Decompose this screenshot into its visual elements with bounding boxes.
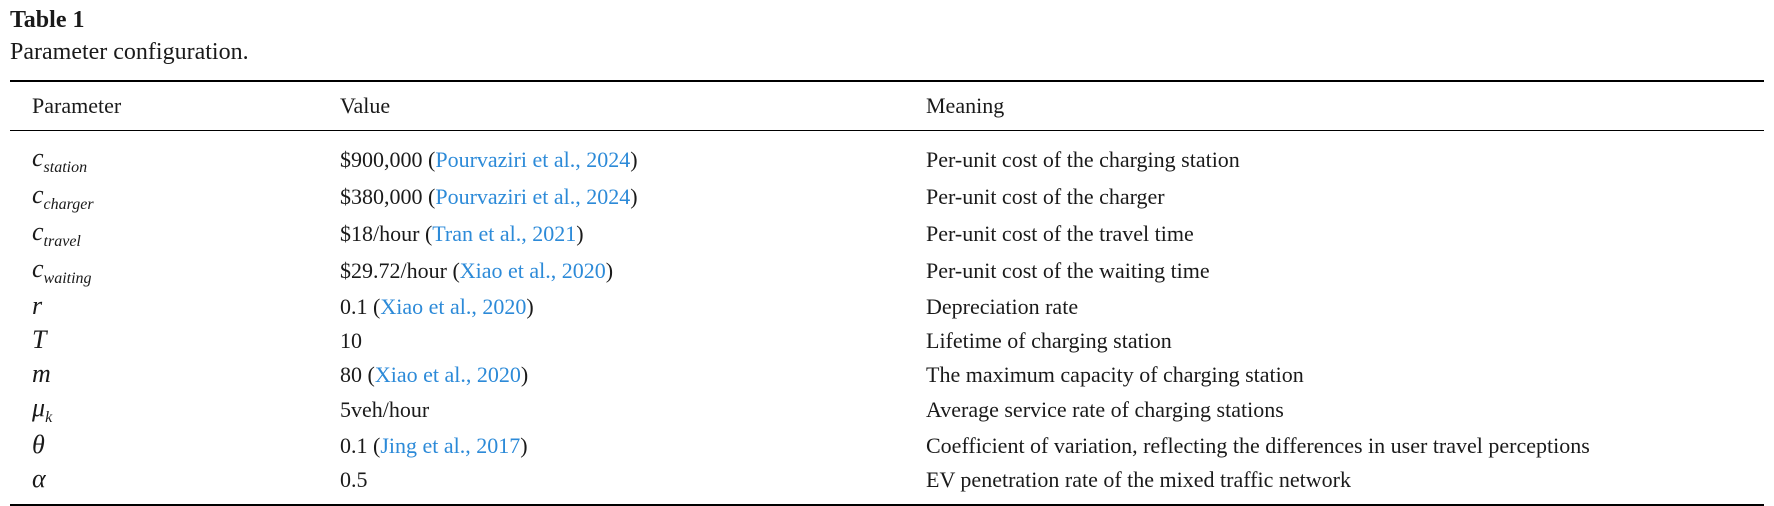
citation-link[interactable]: Tran et al., 2021 [432,221,577,246]
citation-close: ) [520,361,529,387]
value-text: 0.1 ( [340,432,381,458]
citation-close: ) [630,184,638,209]
header-parameter: Parameter [32,93,122,118]
parameter-symbol: m [10,357,340,391]
symbol-base: μ [32,393,46,422]
parameter-value: 0.1 (Xiao et al., 2020) [340,289,926,323]
citation-link[interactable]: Xiao et al., 2020 [380,293,527,319]
symbol-base: m [32,359,51,388]
table-row: α 0.5 EV penetration rate of the mixed tra… [10,462,1764,505]
citation-close: ) [576,221,584,246]
value-text: 5veh/hour [340,397,430,422]
symbol-base: c [32,254,44,283]
symbol-base: c [32,217,44,246]
citation-link[interactable]: Pourvaziri et al., 2024 [435,184,631,209]
parameter-symbol: ctravel [10,215,340,252]
parameter-symbol: r [10,289,340,323]
parameter-value: 0.1 (Jing et al., 2017) [340,428,926,462]
parameter-meaning: Per-unit cost of the travel time [926,221,1194,246]
table-body: cstation $900,000 (Pourvaziri et al., 202… [10,131,1764,505]
parameter-symbol: μk [10,391,340,428]
value-text: 10 [340,327,362,353]
value-text: $380,000 ( [340,184,436,209]
citation-link[interactable]: Pourvaziri et al., 2024 [435,147,631,172]
parameter-symbol: cwaiting [10,252,340,289]
value-text: $29.72/hour ( [340,258,460,283]
table-row: m 80 (Xiao et al., 2020) The maximum capac… [10,357,1764,391]
parameter-value: $29.72/hour (Xiao et al., 2020) [340,252,926,289]
citation-link[interactable]: Xiao et al., 2020 [374,361,521,387]
citation-close: ) [605,258,614,283]
symbol-base: c [32,143,44,172]
table-row: ccharger $380,000 (Pourvaziri et al., 202… [10,178,1764,215]
parameter-value: 0.5 [340,462,926,505]
parameter-symbol: ccharger [10,178,340,215]
parameter-meaning: EV penetration rate of the mixed traffic… [926,466,1351,492]
parameter-symbol: cstation [10,131,340,179]
parameter-symbol: T [10,323,340,357]
value-text: 0.5 [340,466,368,492]
table-row: cstation $900,000 (Pourvaziri et al., 202… [10,131,1764,179]
symbol-subscript: k [45,409,53,426]
parameter-value: 10 [340,323,926,357]
symbol-base: T [32,325,47,354]
table-header-row: Parameter Value Meaning [10,81,1764,131]
parameter-value: $380,000 (Pourvaziri et al., 2024) [340,178,926,215]
parameter-meaning: Average service rate of charging station… [926,397,1284,422]
parameter-symbol: θ [10,428,340,462]
table-row: T 10 Lifetime of charging station [10,323,1764,357]
parameter-table: Parameter Value Meaning cstation $900,000… [10,80,1764,506]
parameter-symbol: α [10,462,340,505]
table-row: r 0.1 (Xiao et al., 2020) Depreciation rat… [10,289,1764,323]
value-text: $18/hour ( [340,221,433,246]
parameter-value: $18/hour (Tran et al., 2021) [340,215,926,252]
parameter-meaning: Lifetime of charging station [926,327,1172,353]
table-caption-text: Parameter configuration. [10,39,249,65]
parameter-meaning: Per-unit cost of the charger [926,184,1165,209]
value-text: 80 ( [340,361,375,387]
citation-close: ) [526,293,534,319]
parameter-value: 80 (Xiao et al., 2020) [340,357,926,391]
parameter-meaning: The maximum capacity of charging station [926,361,1304,387]
symbol-subscript: charger [43,196,94,213]
header-meaning: Meaning [926,93,1005,118]
symbol-subscript: waiting [43,270,92,287]
document-page: Table 1 Parameter configuration. Paramet… [10,7,1764,505]
symbol-base: r [32,291,43,320]
parameter-value: $900,000 (Pourvaziri et al., 2024) [340,131,926,179]
symbol-subscript: travel [43,233,81,250]
table-row: μk 5veh/hour Average service rate of charg… [10,391,1764,428]
citation-link[interactable]: Jing et al., 2017 [380,432,521,458]
header-value: Value [340,93,391,118]
symbol-base: c [32,180,44,209]
citation-close: ) [520,432,528,458]
parameter-meaning: Coefficient of variation, reflecting the… [926,432,1590,458]
table-row: θ 0.1 (Jing et al., 2017) Coefficient of v… [10,428,1764,462]
citation-link[interactable]: Xiao et al., 2020 [459,258,606,283]
table-row: ctravel $18/hour (Tran et al., 2021) Per-u… [10,215,1764,252]
table-row: cwaiting $29.72/hour (Xiao et al., 2020) P… [10,252,1764,289]
value-text: $900,000 ( [340,147,436,172]
symbol-base: θ [32,430,45,459]
parameter-meaning: Per-unit cost of the waiting time [926,258,1210,283]
parameter-meaning: Per-unit cost of the charging station [926,147,1240,172]
symbol-base: α [32,464,46,493]
symbol-subscript: station [43,159,88,176]
table-caption-label: Table 1 [10,7,85,33]
citation-close: ) [630,147,638,172]
parameter-meaning: Depreciation rate [926,293,1079,319]
parameter-value: 5veh/hour [340,391,926,428]
value-text: 0.1 ( [340,293,381,319]
